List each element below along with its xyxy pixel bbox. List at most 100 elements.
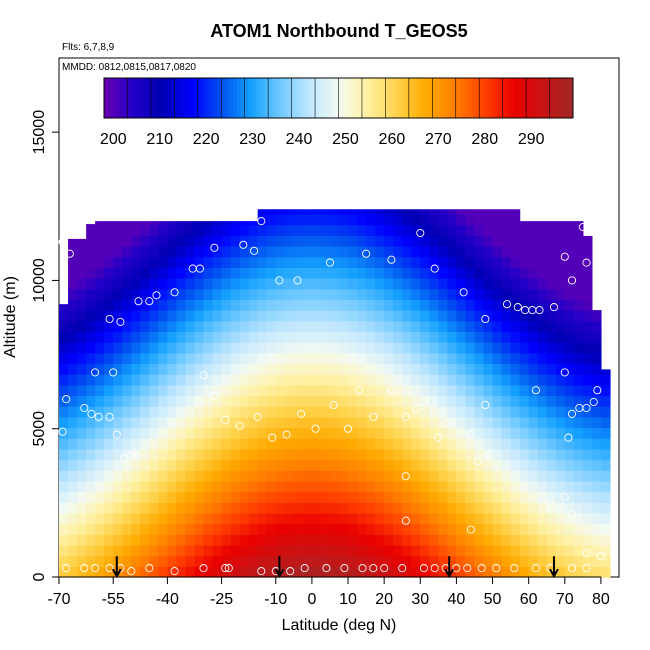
field-cell <box>465 384 476 397</box>
field-cell <box>203 331 214 343</box>
field-cell <box>411 384 421 397</box>
field-cell <box>257 246 268 258</box>
flight-point <box>441 418 450 427</box>
field-cell <box>393 438 403 450</box>
field-cell <box>95 395 105 407</box>
colorbar-segment <box>377 78 382 118</box>
field-cell <box>375 288 385 301</box>
field-cell <box>429 406 439 418</box>
field-cell <box>185 320 196 333</box>
field-cell <box>510 502 521 514</box>
field-cell <box>402 299 412 311</box>
field-cell <box>203 246 214 258</box>
field-cell <box>411 288 421 301</box>
field-cell <box>95 246 105 258</box>
field-cell <box>501 544 512 557</box>
field-cell <box>447 278 458 290</box>
field-cell <box>68 238 78 247</box>
field-cell <box>194 267 205 279</box>
field-cell <box>447 416 458 429</box>
field-cell <box>591 331 602 343</box>
field-cell <box>447 267 458 279</box>
colorbar-tick-label: 220 <box>193 131 220 148</box>
field-cell <box>339 406 349 418</box>
field-cell <box>573 363 584 375</box>
field-cell <box>393 214 403 226</box>
field-cell <box>176 534 187 546</box>
field-cell <box>104 342 114 354</box>
field-cell <box>266 214 277 226</box>
field-cell <box>293 480 304 493</box>
field-cell <box>429 224 439 236</box>
field-cell <box>248 363 259 375</box>
field-cell <box>140 363 150 375</box>
field-cell <box>86 299 96 311</box>
field-cell <box>176 331 187 343</box>
field-cell <box>329 523 340 535</box>
flight-point <box>412 403 421 413</box>
field-cell <box>68 406 78 418</box>
field-cell <box>348 395 358 407</box>
field-cell <box>375 352 385 365</box>
field-cell <box>320 470 331 482</box>
field-cell <box>564 363 575 375</box>
field-cell <box>582 352 593 365</box>
field-cell <box>465 214 476 226</box>
field-cell <box>429 209 439 215</box>
field-cell <box>248 374 259 386</box>
field-cell <box>555 267 566 279</box>
field-cell <box>348 427 358 439</box>
field-cell <box>131 256 141 268</box>
field-cell <box>447 470 458 482</box>
field-cell <box>339 299 349 311</box>
field-cell <box>573 384 584 397</box>
field-cell <box>185 470 196 482</box>
field-cell <box>104 544 114 557</box>
field-cell <box>402 224 412 236</box>
field-cell <box>492 310 503 322</box>
field-cell <box>158 363 168 375</box>
field-cell <box>158 480 168 493</box>
field-cell <box>320 406 331 418</box>
field-cell <box>86 320 96 333</box>
field-cell <box>248 395 259 407</box>
field-cell <box>546 267 557 279</box>
field-cell <box>239 299 250 311</box>
field-cell <box>402 534 412 546</box>
colorbar-segment <box>315 78 320 118</box>
field-cell <box>176 544 187 557</box>
field-cell <box>329 416 340 429</box>
field-cell <box>131 406 141 418</box>
field-cell <box>158 352 168 365</box>
field-cell <box>483 555 494 567</box>
field-cell <box>320 320 331 333</box>
field-cell <box>492 523 503 535</box>
field-cell <box>411 352 421 365</box>
field-cell <box>402 352 412 365</box>
field-cell <box>348 416 358 429</box>
flight-point <box>253 412 262 421</box>
field-cell <box>329 470 340 482</box>
field-cell <box>492 416 503 429</box>
field-cell <box>194 331 205 343</box>
field-cell <box>339 459 349 471</box>
field-cell <box>465 534 476 546</box>
field-cell <box>465 555 476 567</box>
field-cell <box>212 555 223 567</box>
field-cell <box>573 427 584 439</box>
y-tick-label: 0 <box>31 572 48 581</box>
field-cell <box>149 555 159 567</box>
field-cell <box>357 406 367 418</box>
field-cell <box>348 534 358 546</box>
flight-point <box>401 472 410 481</box>
colorbar-segment <box>334 78 339 118</box>
field-cell <box>140 235 150 247</box>
colorbar-segment <box>487 78 492 118</box>
field-cell <box>59 491 69 503</box>
field-cell <box>483 459 494 471</box>
field-cell <box>302 523 313 535</box>
flight-point <box>322 564 331 573</box>
flight-point <box>239 240 248 249</box>
field-cell <box>230 438 241 450</box>
colorbar-segment <box>174 78 179 118</box>
